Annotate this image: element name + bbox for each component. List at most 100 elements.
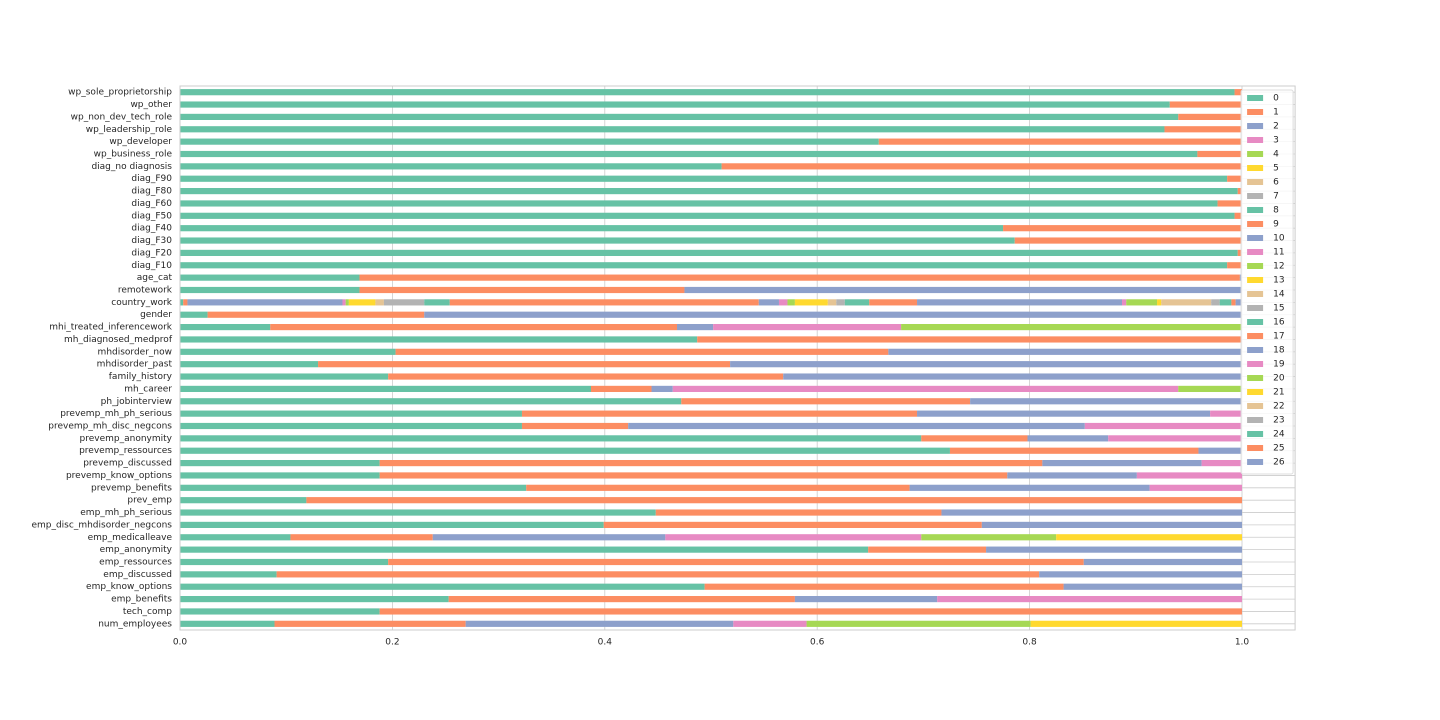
y-tick-label: remotework xyxy=(118,286,173,296)
legend-swatch xyxy=(1247,277,1264,283)
y-tick-label: num_employees xyxy=(98,619,172,629)
legend-label: 15 xyxy=(1273,304,1284,314)
bar-segment xyxy=(1007,472,1137,479)
x-tick-label: 0.4 xyxy=(598,638,613,648)
bar-segment xyxy=(521,422,629,430)
y-tick-label: mh_diagnosed_medprof xyxy=(64,335,173,345)
y-tick-label: diag_F10 xyxy=(131,261,172,271)
bar-segment xyxy=(655,509,942,516)
legend-label: 10 xyxy=(1273,234,1285,244)
y-tick-label: wp_developer xyxy=(109,137,172,147)
x-tick-label: 0.6 xyxy=(810,638,825,648)
bar-segment xyxy=(180,558,389,566)
bar-segment xyxy=(424,299,450,306)
bar-segment xyxy=(448,596,795,603)
legend-label: 12 xyxy=(1273,262,1284,272)
legend-swatch xyxy=(1247,291,1264,297)
legend-label: 23 xyxy=(1273,416,1284,426)
bar-segment xyxy=(1227,262,1242,269)
bar-segment xyxy=(465,620,734,627)
y-tick-label: emp_anonymity xyxy=(100,545,173,555)
bar-segment xyxy=(1178,113,1242,120)
bar-segment xyxy=(180,484,527,491)
legend-label: 24 xyxy=(1273,430,1285,440)
legend-swatch xyxy=(1247,459,1264,465)
y-tick-label: diag_no diagnosis xyxy=(91,162,172,172)
bar-segment xyxy=(180,286,360,294)
bar-segment xyxy=(1030,620,1242,627)
bar-segment xyxy=(970,398,1242,405)
bar-segment xyxy=(180,435,922,442)
bar-segment xyxy=(1231,299,1236,306)
bar-segment xyxy=(949,447,1199,454)
bar-segment xyxy=(794,299,828,306)
bar-segment xyxy=(1234,89,1242,96)
y-tick-label: wp_leadership_role xyxy=(86,125,173,135)
bar-segment xyxy=(180,460,380,467)
bar-segment xyxy=(783,373,1242,380)
bar-segment xyxy=(1211,299,1220,306)
y-tick-label: diag_F60 xyxy=(131,199,172,209)
legend-label: 3 xyxy=(1273,136,1279,146)
y-tick-label: wp_non_dev_tech_role xyxy=(71,112,173,122)
legend-label: 6 xyxy=(1273,178,1279,188)
legend-swatch xyxy=(1247,207,1264,213)
y-tick-label: emp_discussed xyxy=(103,570,172,580)
y-tick-label: emp_disc_mhdisorder_negcons xyxy=(31,520,172,530)
bar-segment xyxy=(348,299,376,306)
legend-swatch xyxy=(1247,347,1264,353)
bar-segment xyxy=(1149,484,1242,491)
bar-segment xyxy=(180,583,705,590)
legend-swatch xyxy=(1247,389,1264,395)
y-tick-label: wp_business_role xyxy=(94,150,173,160)
bar-segment xyxy=(180,138,879,145)
bar-segment xyxy=(180,89,1235,96)
legend-swatch xyxy=(1247,193,1264,199)
bar-segment xyxy=(937,596,1242,603)
bar-segment xyxy=(1210,410,1242,417)
bar-segment xyxy=(758,299,779,306)
bar-segment xyxy=(672,385,1179,392)
bar-segment xyxy=(721,163,1242,170)
bar-segment xyxy=(521,410,918,417)
bar-segment xyxy=(981,521,1242,528)
bar-segment xyxy=(449,299,759,306)
legend-label: 11 xyxy=(1273,248,1284,258)
bar-segment xyxy=(180,126,1165,133)
y-tick-label: ph_jobinterview xyxy=(101,397,172,407)
bar-segment xyxy=(1237,188,1242,195)
y-tick-label: diag_F50 xyxy=(131,211,172,221)
y-tick-label: prevemp_discussed xyxy=(83,459,172,469)
bar-segment xyxy=(180,113,1179,120)
bar-segment xyxy=(388,373,784,380)
x-tick-label: 0.8 xyxy=(1022,638,1037,648)
bar-segment xyxy=(844,299,870,306)
bar-segment xyxy=(1003,225,1242,232)
bar-segment xyxy=(180,472,380,479)
legend-label: 8 xyxy=(1273,206,1279,216)
bar-segment xyxy=(1157,299,1162,306)
legend-swatch xyxy=(1247,319,1264,325)
bar-segment xyxy=(383,299,425,306)
legend-swatch xyxy=(1247,417,1264,423)
bar-segment xyxy=(1039,571,1242,578)
legend-swatch xyxy=(1247,165,1264,171)
y-tick-label: mhdisorder_now xyxy=(98,347,172,357)
plot-frame xyxy=(179,85,1296,631)
bar-segment xyxy=(778,299,788,306)
bar-segment xyxy=(1169,101,1242,108)
bar-segment xyxy=(1201,460,1242,467)
bar-segment xyxy=(869,299,918,306)
y-tick-label: prevemp_mh_ph_serious xyxy=(60,409,172,419)
bar-segment xyxy=(180,521,604,528)
legend-label: 17 xyxy=(1273,332,1284,342)
bar-segment xyxy=(180,237,1015,244)
y-tick-label: prevemp_anonymity xyxy=(80,434,173,444)
legend-label: 19 xyxy=(1273,360,1285,370)
y-tick-label: wp_sole_proprietorship xyxy=(68,88,172,98)
legend-swatch xyxy=(1247,221,1264,227)
bar-segment xyxy=(1217,200,1242,207)
bar-segment xyxy=(794,596,938,603)
bar-segment xyxy=(180,336,698,343)
y-tick-label: tech_comp xyxy=(123,607,172,617)
